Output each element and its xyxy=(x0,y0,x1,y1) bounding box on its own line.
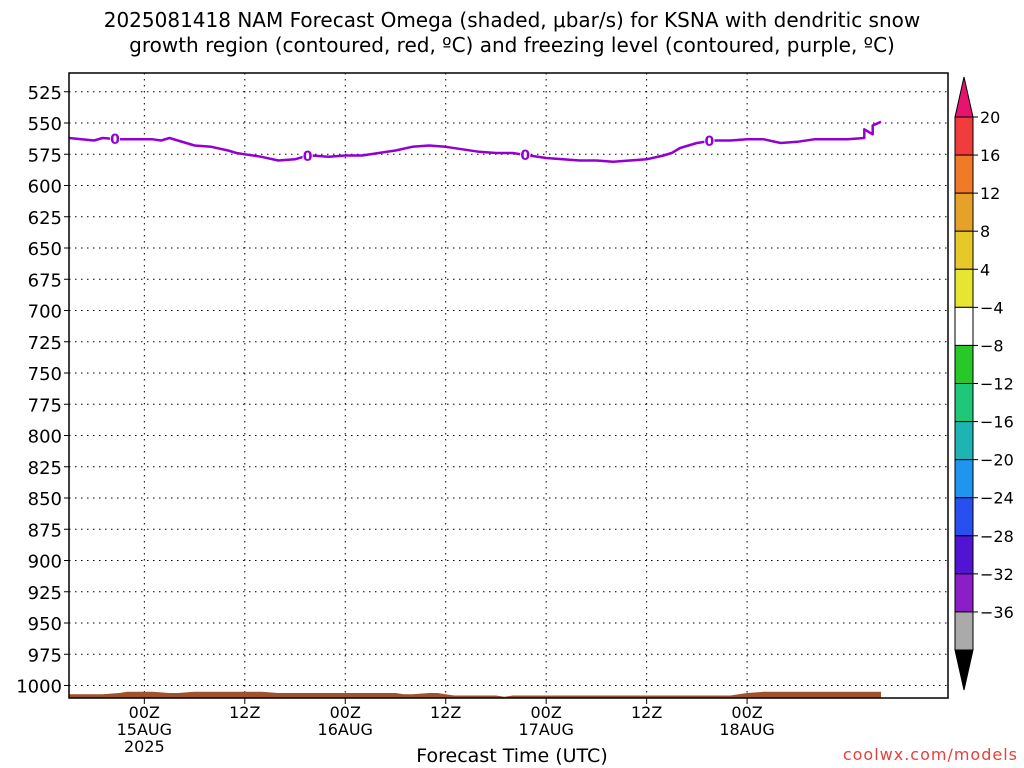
x-tick-label: 12Z xyxy=(430,703,461,722)
x-tick-label: 00Z xyxy=(330,703,361,722)
colorbar-swatch xyxy=(954,459,974,499)
y-tick-label: 925 xyxy=(28,583,62,604)
colorbar-label: 8 xyxy=(980,222,990,241)
colorbar-label: −24 xyxy=(980,489,1014,508)
freezing-level-contour: 0 0 0 0 xyxy=(68,120,882,165)
x-tick-label: 12Z xyxy=(229,703,260,722)
y-tick-label: 550 xyxy=(28,114,62,135)
x-tick-label: 00Z xyxy=(129,703,160,722)
colorbar-label: −4 xyxy=(980,298,1004,317)
y-tick-label: 850 xyxy=(28,489,62,510)
contour-label-bg xyxy=(110,130,121,147)
y-tick-label: 825 xyxy=(28,458,62,479)
x-tick-label: 12Z xyxy=(631,703,662,722)
colorbar-swatch xyxy=(954,230,974,270)
contour-label-bg xyxy=(520,146,531,163)
terrain-fill xyxy=(69,691,882,698)
y-tick-label: 1000 xyxy=(16,677,62,698)
y-tick-label: 775 xyxy=(28,395,62,416)
freezing-level-line xyxy=(68,120,882,164)
colorbar-swatch xyxy=(954,344,974,384)
y-tick-label: 975 xyxy=(28,645,62,666)
colorbar-label: 16 xyxy=(980,146,1000,165)
colorbar-label: −16 xyxy=(980,413,1014,432)
x-tick-label: 00Z xyxy=(731,703,762,722)
x-axis-title: Forecast Time (UTC) xyxy=(416,745,608,767)
y-tick-label: 675 xyxy=(28,270,62,291)
colorbar-label: −8 xyxy=(980,336,1004,355)
y-tick-label: 525 xyxy=(28,83,62,104)
colorbar-swatch xyxy=(954,116,974,156)
contour-label-bg xyxy=(704,133,715,150)
y-tick-label: 600 xyxy=(28,177,62,198)
colorbar-label: 4 xyxy=(980,260,990,279)
colorbar: 20 16 12 8 4 −4 −8 −12 −16 −20 −24 −28 −32 −36 xyxy=(954,76,1014,691)
x-tick-label: 17AUG xyxy=(518,720,573,739)
colorbar-arrow-bottom xyxy=(954,649,974,691)
contour-label: 0 xyxy=(303,149,313,165)
colorbar-swatch xyxy=(954,154,974,194)
colorbar-swatch xyxy=(954,497,974,537)
contour-label: 0 xyxy=(705,134,715,150)
terrain-area xyxy=(69,691,882,698)
colorbar-label: 20 xyxy=(980,108,1000,127)
x-tick-label: 16AUG xyxy=(318,720,373,739)
x-tick-label: 15AUG xyxy=(117,720,172,739)
y-tick-label: 700 xyxy=(28,302,62,323)
y-tick-label: 750 xyxy=(28,364,62,385)
x-tick-label: 00Z xyxy=(531,703,562,722)
colorbar-label: −20 xyxy=(980,451,1014,470)
y-tick-label: 725 xyxy=(28,333,62,354)
y-tick-label: 625 xyxy=(28,208,62,229)
chart-title-line1: 2025081418 NAM Forecast Omega (shaded, μ… xyxy=(103,8,921,32)
colorbar-arrow-top xyxy=(954,76,974,118)
colorbar-label: −32 xyxy=(980,565,1014,584)
plot-frame xyxy=(68,72,949,699)
y-axis: 525 550 575 600 625 650 675 700 725 750 775 800 825 8… xyxy=(16,83,69,698)
contour-label-bg xyxy=(302,148,313,165)
y-tick-label: 950 xyxy=(28,614,62,635)
colorbar-label: −36 xyxy=(980,603,1014,622)
credit-text: coolwx.com/models xyxy=(842,745,1018,764)
chart-title-line2: growth region (contoured, red, ºC) and f… xyxy=(129,33,895,57)
y-tick-label: 800 xyxy=(28,427,62,448)
grid-lines xyxy=(69,73,948,698)
colorbar-swatch xyxy=(954,573,974,613)
contour-label: 0 xyxy=(110,132,120,148)
colorbar-swatch xyxy=(954,268,974,308)
x-tick-label: 2025 xyxy=(124,737,165,756)
contour-label: 0 xyxy=(520,148,530,164)
colorbar-label: −12 xyxy=(980,375,1014,394)
colorbar-label: −28 xyxy=(980,527,1014,546)
x-tick-label: 18AUG xyxy=(719,720,774,739)
colorbar-swatch xyxy=(954,383,974,423)
plot-border xyxy=(68,72,949,699)
y-tick-label: 575 xyxy=(28,145,62,166)
colorbar-swatch xyxy=(954,611,974,651)
y-tick-label: 650 xyxy=(28,239,62,260)
colorbar-swatch xyxy=(954,192,974,232)
colorbar-swatch xyxy=(954,535,974,575)
y-tick-label: 875 xyxy=(28,520,62,541)
colorbar-label: 12 xyxy=(980,184,1000,203)
colorbar-swatch xyxy=(954,306,974,346)
colorbar-swatch xyxy=(954,421,974,461)
y-tick-label: 900 xyxy=(28,552,62,573)
